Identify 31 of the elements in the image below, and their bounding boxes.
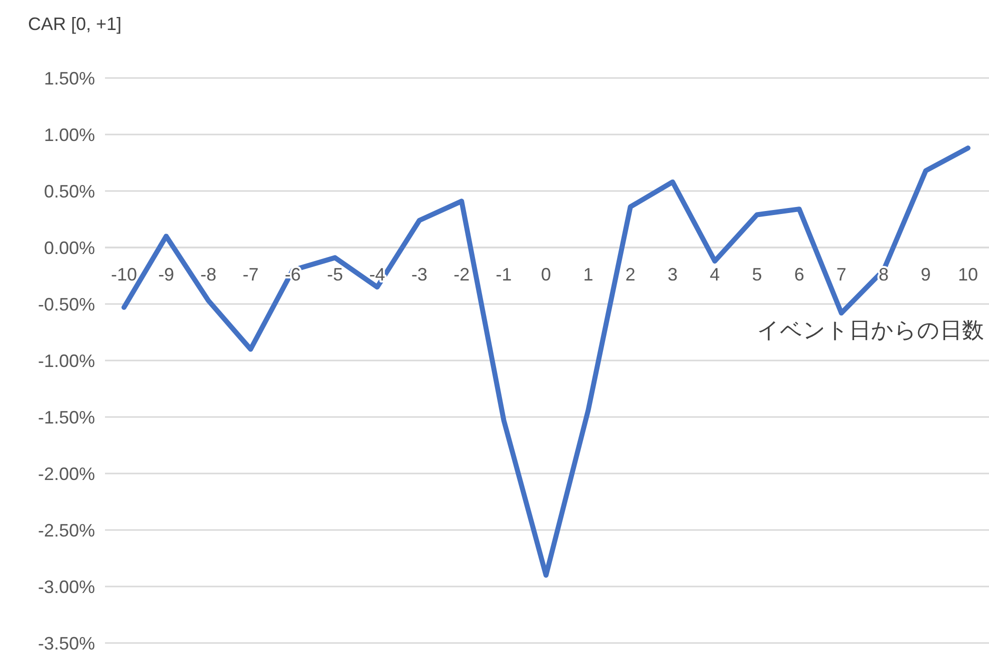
y-tick-label: 1.50% (44, 68, 95, 88)
y-tick-label: 0.50% (44, 181, 95, 202)
x-tick-label: 10 (958, 264, 978, 284)
x-tick-label: 4 (710, 264, 720, 284)
x-tick-label: -10 (110, 264, 138, 284)
x-tick-label: -9 (158, 264, 174, 284)
x-tick-label: -8 (200, 264, 216, 284)
chart-title: CAR [0, +1] (28, 14, 122, 34)
x-axis-title: イベント日からの日数 (757, 318, 984, 342)
y-tick-label: -1.00% (38, 350, 95, 371)
x-tick-label: 1 (583, 264, 594, 284)
y-tick-label: -2.50% (38, 520, 95, 540)
y-tick-label: -2.00% (38, 464, 95, 484)
y-tick-label: -1.50% (38, 407, 95, 428)
x-tick-label: 6 (794, 264, 804, 284)
x-tick-label: -5 (326, 264, 344, 284)
x-tick-label: -2 (454, 264, 470, 284)
x-tick-label: 3 (668, 264, 678, 284)
y-tick-label: -3.50% (38, 633, 95, 654)
x-tick-label: 5 (752, 264, 762, 284)
x-tick-label: 7 (836, 264, 846, 284)
y-tick-label: 1.00% (44, 124, 95, 145)
y-tick-label: -3.00% (38, 576, 95, 597)
x-tick-label: 0 (540, 264, 552, 284)
x-tick-label: 2 (625, 264, 636, 284)
y-tick-label: 0.00% (44, 238, 95, 258)
x-tick-label: -1 (496, 264, 512, 284)
x-tick-label: -7 (242, 264, 259, 284)
y-tick-label: -0.50% (38, 294, 95, 314)
x-tick-label: 9 (920, 264, 931, 284)
x-tick-label: -3 (411, 264, 428, 284)
